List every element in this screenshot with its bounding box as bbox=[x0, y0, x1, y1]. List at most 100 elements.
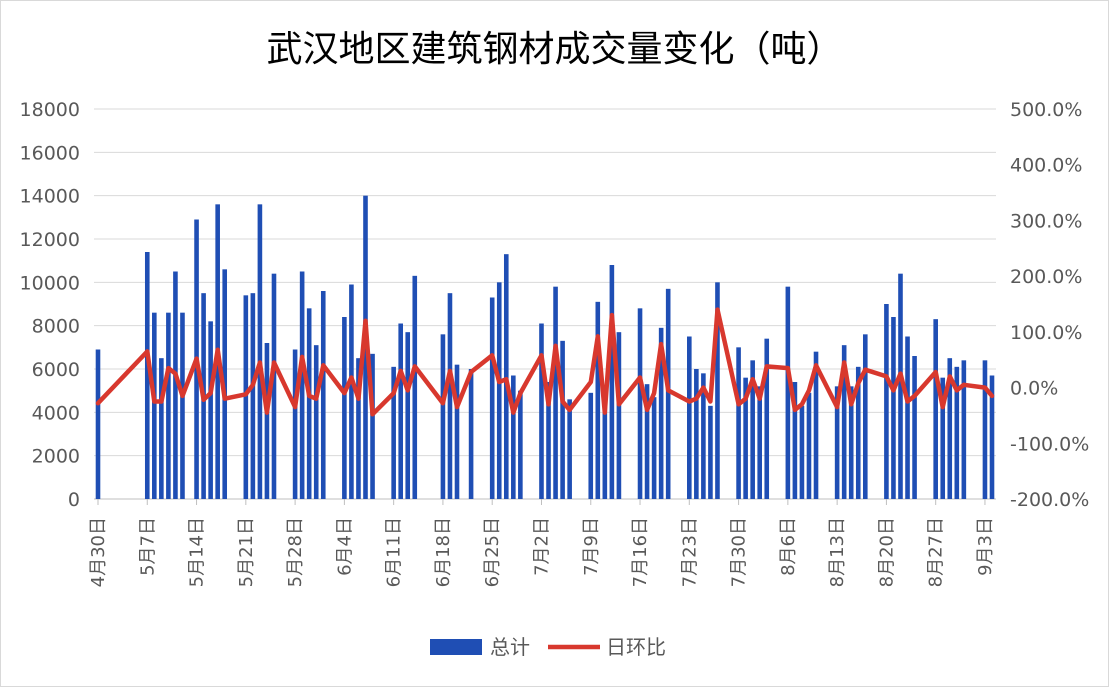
bar bbox=[539, 323, 544, 499]
legend: 总计 日环比 bbox=[430, 635, 666, 659]
bar bbox=[940, 377, 946, 499]
bar bbox=[398, 323, 403, 499]
right-tick-label: 100.0% bbox=[1010, 322, 1082, 344]
bar bbox=[602, 395, 608, 499]
left-tick-label: 12000 bbox=[20, 229, 80, 251]
bar bbox=[989, 375, 995, 499]
bar bbox=[356, 358, 361, 499]
right-axis-ticks: -200.0% -100.0% 0.0% 100.0% 200.0% 300.0% 400.… bbox=[1010, 99, 1089, 511]
bar bbox=[947, 358, 953, 499]
bar bbox=[95, 349, 101, 499]
bar bbox=[257, 204, 263, 500]
bar bbox=[792, 382, 798, 499]
bar bbox=[651, 397, 657, 499]
left-tick-label: 0 bbox=[68, 489, 80, 511]
left-axis-ticks: 0 2000 4000 6000 8000 10000 12000 14000 16000 180… bbox=[20, 99, 80, 511]
bar bbox=[447, 293, 453, 499]
x-tick-label: 8月20日 bbox=[876, 517, 897, 587]
bar bbox=[349, 284, 354, 499]
bar bbox=[208, 321, 213, 499]
bar bbox=[560, 340, 565, 499]
series-line bbox=[95, 307, 995, 417]
x-tick-label: 5月14日 bbox=[187, 517, 208, 587]
bar bbox=[391, 366, 396, 499]
right-tick-label: 300.0% bbox=[1010, 210, 1082, 232]
bar bbox=[546, 382, 551, 499]
bar bbox=[658, 327, 664, 499]
bar bbox=[489, 297, 495, 499]
bar bbox=[715, 282, 720, 499]
bar bbox=[898, 273, 903, 499]
line-series bbox=[95, 307, 995, 417]
x-tick-label: 5月28日 bbox=[285, 517, 306, 587]
bar bbox=[912, 356, 917, 499]
bar bbox=[799, 405, 805, 499]
bar bbox=[159, 358, 164, 499]
right-tick-label: 0.0% bbox=[1010, 378, 1058, 400]
x-tick-label: 7月9日 bbox=[581, 517, 602, 576]
bar bbox=[595, 301, 601, 499]
x-tick-label: 7月30日 bbox=[729, 517, 750, 587]
bar bbox=[961, 360, 967, 499]
chart-title: 武汉地区建筑钢材成交量变化（吨） bbox=[266, 29, 843, 70]
right-tick-label: 400.0% bbox=[1010, 155, 1082, 177]
bar bbox=[264, 343, 270, 499]
bar bbox=[152, 312, 157, 499]
bar bbox=[616, 332, 622, 499]
bar bbox=[518, 390, 523, 499]
left-tick-label: 14000 bbox=[20, 186, 80, 208]
bar bbox=[271, 273, 277, 499]
bar bbox=[862, 334, 868, 499]
right-tick-label: -200.0% bbox=[1010, 489, 1089, 511]
x-tick-label: 7月2日 bbox=[531, 517, 552, 576]
bar bbox=[173, 271, 178, 499]
bar bbox=[609, 265, 615, 499]
x-tick-label: 8月6日 bbox=[778, 517, 799, 576]
bar bbox=[905, 336, 910, 499]
x-tick-label: 7月23日 bbox=[679, 517, 700, 587]
x-tick-label: 8月13日 bbox=[827, 517, 848, 587]
x-tick-label: 9月3日 bbox=[975, 517, 996, 576]
bar bbox=[588, 392, 594, 499]
bar bbox=[736, 347, 741, 499]
bar bbox=[750, 360, 755, 499]
left-tick-label: 10000 bbox=[20, 272, 80, 294]
x-axis: 4月30日 5月7日 5月14日 5月21日 5月28日 6月4日 6月11日 6月18日 6月… bbox=[88, 499, 996, 587]
bar bbox=[891, 317, 896, 499]
right-tick-label: 500.0% bbox=[1010, 99, 1082, 121]
gridlines bbox=[94, 108, 996, 500]
bar bbox=[342, 317, 347, 499]
x-tick-label: 8月27日 bbox=[926, 517, 947, 587]
bar bbox=[144, 252, 150, 499]
bar bbox=[166, 312, 171, 499]
bar bbox=[954, 366, 960, 499]
bar bbox=[855, 366, 861, 499]
bar bbox=[644, 384, 650, 499]
bar bbox=[306, 308, 312, 499]
bar bbox=[743, 377, 748, 499]
bar bbox=[405, 332, 411, 499]
bar bbox=[454, 364, 460, 499]
x-tick-label: 6月18日 bbox=[433, 517, 454, 587]
bar bbox=[665, 288, 671, 499]
bar bbox=[841, 345, 847, 499]
left-tick-label: 16000 bbox=[20, 142, 80, 164]
x-tick-label: 5月21日 bbox=[236, 517, 257, 587]
bar bbox=[313, 345, 319, 499]
x-tick-label: 6月4日 bbox=[334, 517, 355, 576]
legend-bar-swatch bbox=[430, 639, 482, 655]
bar bbox=[511, 375, 516, 499]
bar bbox=[180, 312, 185, 499]
left-tick-label: 8000 bbox=[32, 316, 80, 338]
bar bbox=[320, 291, 326, 499]
left-tick-label: 18000 bbox=[20, 99, 80, 121]
legend-line-label: 日环比 bbox=[606, 635, 666, 659]
x-tick-label: 7月16日 bbox=[630, 517, 651, 587]
x-tick-label: 6月11日 bbox=[384, 517, 405, 587]
bar bbox=[553, 286, 558, 499]
bar bbox=[757, 386, 763, 499]
bar-series bbox=[95, 195, 995, 500]
bar bbox=[708, 405, 713, 499]
bar bbox=[834, 386, 840, 499]
bar bbox=[299, 271, 305, 499]
